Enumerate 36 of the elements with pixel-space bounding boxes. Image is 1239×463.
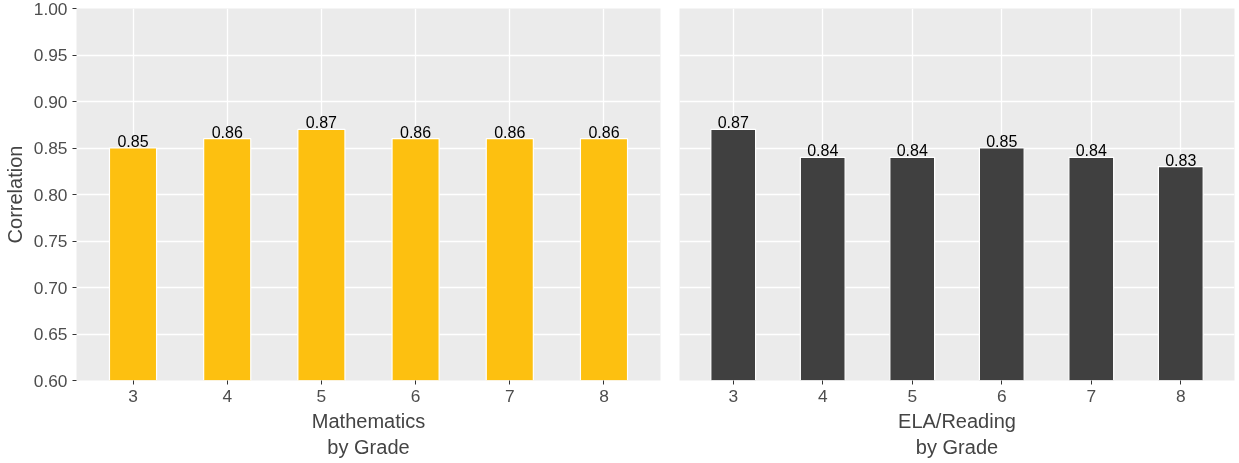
x-tick-label: 6 [996,385,1007,406]
x-tick-label: 5 [316,385,327,406]
data-label: 0.86 [400,123,432,141]
x-tick-label: 7 [1086,385,1097,406]
data-label: 0.86 [211,123,243,141]
x-tick-label: 4 [222,385,233,406]
y-tick-label: 0.90 [33,91,68,112]
x-tick-label: 8 [599,385,609,406]
y-tick-label: 0.75 [33,231,68,251]
data-label: 0.84 [896,142,928,160]
x-tick-label: 7 [504,385,515,406]
data-label: 0.84 [807,142,839,160]
data-label: 0.86 [588,123,620,141]
x-tick-label: 6 [410,385,421,406]
data-label: 0.84 [1075,142,1107,160]
y-axis-title: Correlation [3,145,26,244]
x-tick-label: 3 [728,385,739,406]
y-tick-label: 0.80 [33,184,68,205]
x-tick-label: 5 [907,385,918,406]
y-tick-label: 0.95 [33,45,68,65]
data-label: 0.87 [305,114,338,132]
data-label: 0.87 [717,114,749,132]
data-label: 0.86 [494,123,526,141]
x-tick-label: 4 [817,385,828,406]
y-tick-label: 0.65 [33,324,68,344]
data-label: 0.85 [117,133,149,150]
y-tick-label: 1.00 [33,0,68,19]
y-tick-label: 0.85 [33,138,68,158]
x-tick-label: 3 [128,385,138,406]
data-label: 0.85 [986,133,1018,150]
data-label: 0.83 [1165,151,1197,169]
y-tick-label: 0.70 [33,277,68,298]
y-tick-label: 0.60 [33,370,68,391]
x-tick-label: 8 [1175,385,1186,406]
x-axis-title: ELA/Reading by Grade [898,409,1016,458]
x-axis-title: Mathematics by Grade [311,409,426,458]
